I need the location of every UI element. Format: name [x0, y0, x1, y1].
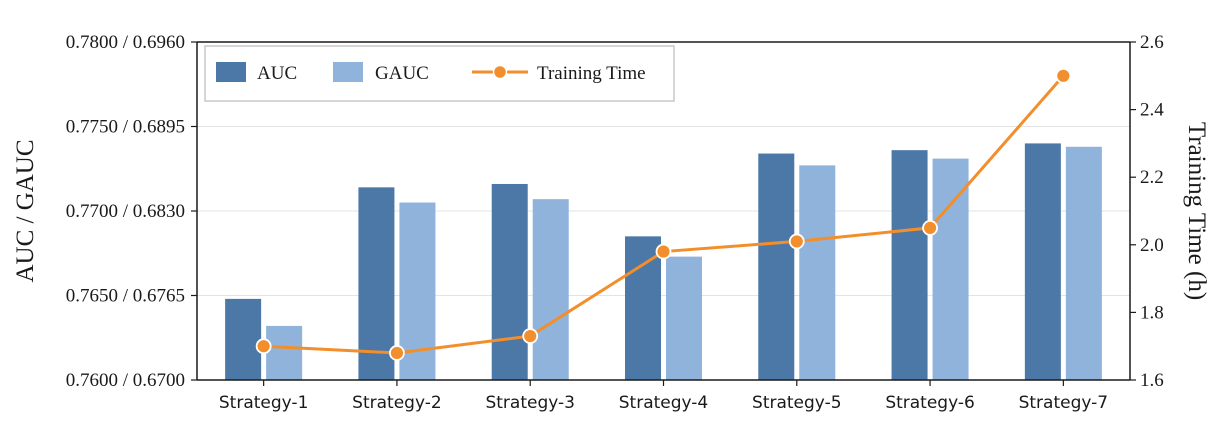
bar-auc: [1024, 143, 1061, 380]
training-time-point: [788, 233, 805, 250]
training-time-point: [389, 345, 405, 361]
bars: [225, 143, 1102, 380]
legend-label-auc: AUC: [257, 63, 297, 84]
legend-label-training-time: Training Time: [537, 63, 646, 84]
bar-auc: [758, 153, 795, 380]
y2-tick-label: 2.2: [1140, 167, 1164, 188]
training-time-point: [255, 338, 272, 355]
bar-auc: [358, 187, 395, 380]
y-tick-label: 0.7600 / 0.6700: [66, 370, 185, 391]
grid-lines: [197, 126, 1130, 296]
bar-gauc: [266, 325, 303, 380]
left-axis-ticks: 0.7600 / 0.6700 0.7650 / 0.6765 0.7700 / 0…: [66, 32, 197, 391]
training-time-point: [1055, 67, 1072, 84]
legend: AUC GAUC Training Time: [204, 45, 675, 102]
legend-frame: [204, 45, 675, 102]
y2-tick-label: 2.4: [1140, 100, 1164, 121]
bar-gauc: [932, 158, 969, 380]
bar-auc: [625, 236, 661, 380]
x-tick-label: Strategy-5: [752, 393, 842, 413]
right-axis-ticks: 1.6 1.8 2.0 2.2 2.4 2.6: [1130, 32, 1164, 391]
y-tick-label: 0.7650 / 0.6765: [66, 286, 185, 307]
y2-tick-label: 1.6: [1140, 370, 1164, 391]
bar-auc: [491, 183, 528, 380]
y2-tick-label: 2.6: [1140, 32, 1164, 53]
bar-auc: [225, 298, 262, 380]
legend-label-gauc: GAUC: [375, 63, 429, 84]
legend-marker-training-time: [492, 64, 508, 80]
legend-swatch-gauc: [333, 62, 363, 82]
y-tick-label: 0.7700 / 0.6830: [66, 201, 185, 222]
training-time-series: [255, 67, 1072, 361]
x-tick-label: Strategy-7: [1019, 393, 1109, 413]
bar-auc: [891, 150, 928, 380]
x-tick-label: Strategy-3: [485, 393, 575, 413]
x-tick-label: Strategy-6: [885, 393, 975, 413]
x-tick-label: Strategy-1: [219, 393, 309, 413]
x-tick-label: Strategy-2: [352, 393, 442, 413]
x-tick-label: Strategy-4: [619, 393, 709, 413]
y-tick-label: 0.7750 / 0.6895: [66, 117, 185, 138]
legend-swatch-auc: [216, 62, 246, 82]
training-time-point: [522, 328, 539, 344]
y-axis-title: AUC / GAUC: [12, 139, 39, 282]
bar-gauc: [799, 165, 836, 380]
bar-gauc: [1065, 146, 1102, 380]
y2-tick-label: 2.0: [1140, 235, 1164, 256]
y2-axis-title: Training Time (h): [1183, 122, 1210, 300]
y-tick-label: 0.7800 / 0.6960: [66, 32, 185, 53]
bar-gauc: [532, 199, 569, 380]
bar-gauc: [666, 256, 702, 380]
training-time-point: [922, 219, 938, 236]
y2-tick-label: 1.8: [1140, 302, 1164, 323]
x-axis-ticks: Strategy-1 Strategy-2 Strategy-3 Strategy-4…: [219, 380, 1108, 413]
training-time-point: [655, 243, 672, 260]
